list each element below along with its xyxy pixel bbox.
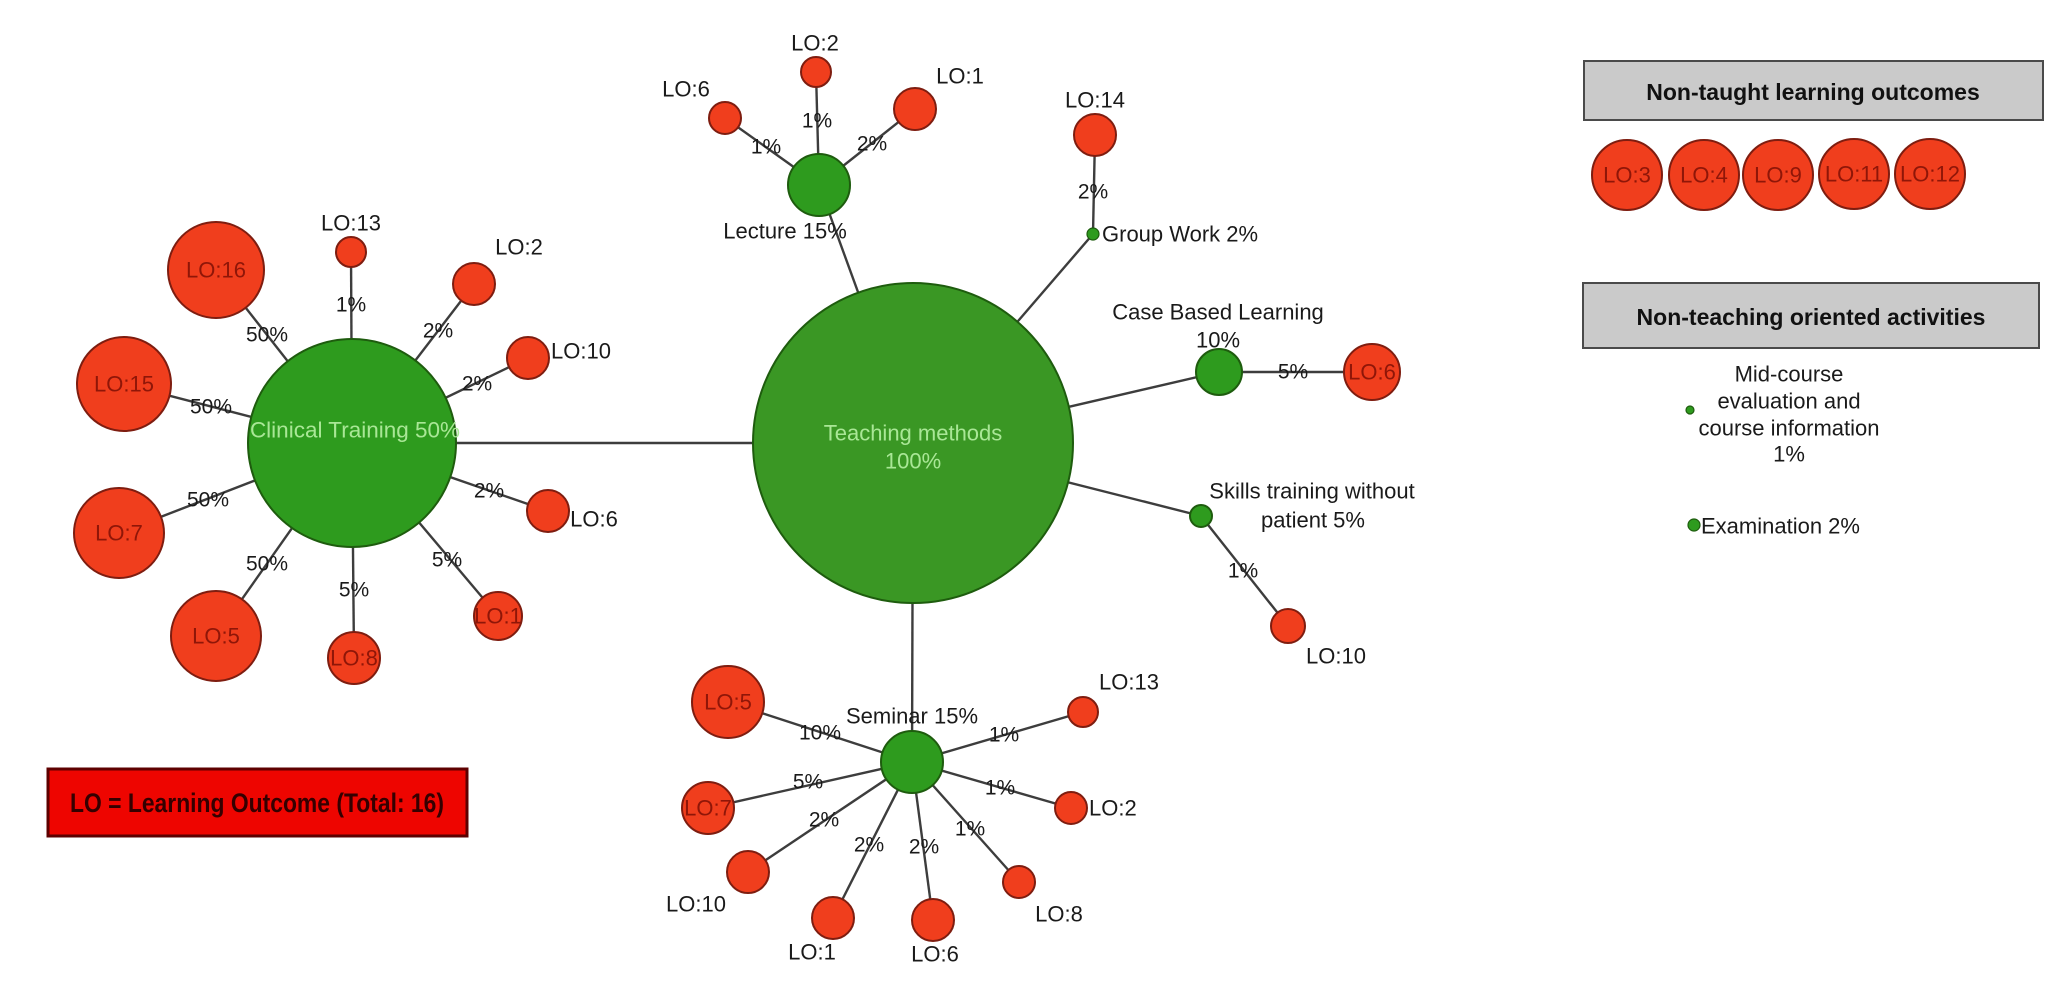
svg-text:10%: 10% (1196, 328, 1240, 353)
svg-text:10%: 10% (799, 722, 841, 745)
svg-text:2%: 2% (909, 836, 939, 859)
svg-text:1%: 1% (1773, 442, 1805, 467)
svg-text:Non-taught learning outcomes: Non-taught learning outcomes (1646, 79, 1980, 105)
svg-text:1%: 1% (1228, 560, 1258, 583)
svg-text:50%: 50% (246, 324, 288, 347)
svg-text:Non-teaching oriented activiti: Non-teaching oriented activities (1637, 304, 1986, 330)
svg-text:LO:5: LO:5 (704, 690, 752, 715)
svg-text:LO:2: LO:2 (791, 31, 839, 56)
svg-text:LO:9: LO:9 (1754, 163, 1802, 188)
svg-text:Teaching methods: Teaching methods (824, 421, 1003, 446)
svg-text:LO:8: LO:8 (330, 646, 378, 671)
svg-text:Lecture 15%: Lecture 15% (723, 219, 847, 244)
svg-text:LO:6: LO:6 (570, 507, 618, 532)
svg-text:2%: 2% (423, 320, 453, 343)
svg-text:LO:6: LO:6 (662, 77, 710, 102)
svg-text:LO:2: LO:2 (1089, 796, 1137, 821)
svg-text:LO:6: LO:6 (1348, 360, 1396, 385)
svg-text:1%: 1% (955, 818, 985, 841)
svg-text:LO:5: LO:5 (192, 624, 240, 649)
svg-text:Mid-course: Mid-course (1735, 362, 1844, 387)
svg-text:LO:7: LO:7 (95, 521, 143, 546)
svg-text:50%: 50% (246, 553, 288, 576)
svg-text:Clinical Training 50%: Clinical Training 50% (250, 418, 460, 443)
svg-text:LO:10: LO:10 (1306, 644, 1366, 669)
svg-text:course information: course information (1699, 416, 1880, 441)
svg-text:1%: 1% (751, 136, 781, 159)
svg-text:LO:1: LO:1 (474, 604, 522, 629)
svg-text:2%: 2% (474, 480, 504, 503)
svg-text:Group Work 2%: Group Work 2% (1102, 222, 1258, 247)
svg-text:100%: 100% (885, 449, 941, 474)
svg-text:50%: 50% (187, 489, 229, 512)
svg-text:1%: 1% (336, 294, 366, 317)
svg-text:2%: 2% (854, 834, 884, 857)
svg-text:LO:12: LO:12 (1900, 162, 1960, 187)
svg-text:LO:1: LO:1 (788, 940, 836, 965)
svg-text:5%: 5% (432, 549, 462, 572)
svg-text:LO:6: LO:6 (911, 942, 959, 967)
svg-text:Skills training without: Skills training without (1209, 479, 1414, 504)
svg-text:Examination 2%: Examination 2% (1701, 514, 1860, 539)
svg-text:evaluation and: evaluation and (1717, 389, 1860, 414)
svg-text:LO:2: LO:2 (495, 235, 543, 260)
svg-text:LO:14: LO:14 (1065, 88, 1125, 113)
svg-text:patient 5%: patient 5% (1261, 508, 1365, 533)
svg-text:5%: 5% (1278, 361, 1308, 384)
svg-text:LO:10: LO:10 (666, 892, 726, 917)
svg-text:LO:13: LO:13 (1099, 670, 1159, 695)
svg-text:1%: 1% (989, 724, 1019, 747)
svg-text:50%: 50% (190, 396, 232, 419)
svg-text:LO:7: LO:7 (684, 796, 732, 821)
svg-text:LO:4: LO:4 (1680, 163, 1728, 188)
svg-text:LO:15: LO:15 (94, 372, 154, 397)
svg-text:LO:13: LO:13 (321, 211, 381, 236)
svg-text:2%: 2% (809, 809, 839, 832)
svg-text:Seminar 15%: Seminar 15% (846, 704, 978, 729)
svg-text:5%: 5% (339, 579, 369, 602)
svg-text:5%: 5% (793, 771, 823, 794)
svg-text:LO = Learning Outcome (Total:: LO = Learning Outcome (Total: 16) (70, 788, 444, 818)
svg-text:LO:10: LO:10 (551, 339, 611, 364)
svg-text:LO:3: LO:3 (1603, 163, 1651, 188)
svg-text:2%: 2% (857, 133, 887, 156)
svg-text:Case Based Learning: Case Based Learning (1112, 300, 1324, 325)
svg-text:LO:1: LO:1 (936, 64, 984, 89)
svg-text:2%: 2% (462, 373, 492, 396)
svg-text:1%: 1% (985, 777, 1015, 800)
svg-text:LO:16: LO:16 (186, 258, 246, 283)
svg-text:LO:8: LO:8 (1035, 902, 1083, 927)
svg-text:1%: 1% (802, 110, 832, 133)
svg-text:2%: 2% (1078, 181, 1108, 204)
svg-text:LO:11: LO:11 (1825, 162, 1883, 187)
